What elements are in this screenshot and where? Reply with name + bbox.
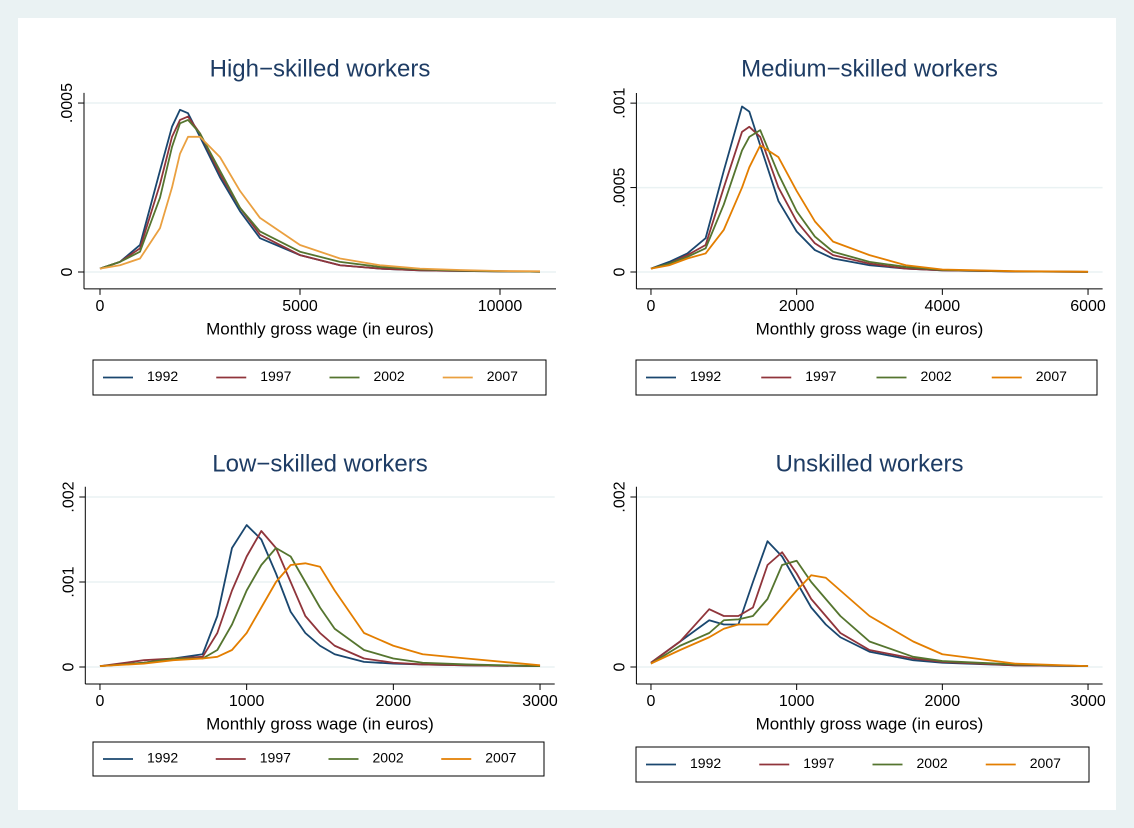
legend-label: 1997 xyxy=(803,755,834,771)
x-tick-label: 2000 xyxy=(925,693,961,710)
y-tick-label: .002 xyxy=(61,481,78,512)
y-tick-label: 0 xyxy=(612,662,629,671)
legend-label: 1992 xyxy=(147,368,178,384)
legend-label: 1997 xyxy=(260,750,291,766)
y-tick-label: 0 xyxy=(59,267,76,276)
x-tick-label: 4000 xyxy=(925,298,961,315)
x-tick-label: 6000 xyxy=(1070,298,1106,315)
series-line xyxy=(650,129,1089,273)
x-tick-label: 5000 xyxy=(282,298,318,315)
x-axis-label: Monthly gross wage (in euros) xyxy=(206,714,434,733)
series-line xyxy=(650,540,1089,668)
y-tick-label: .001 xyxy=(61,566,78,597)
series-line xyxy=(99,530,541,668)
y-tick-label: 0 xyxy=(61,662,78,671)
x-tick-label: 0 xyxy=(96,693,105,710)
chart-title: Medium−skilled workers xyxy=(741,55,998,82)
x-tick-label: 0 xyxy=(647,693,656,710)
x-tick-label: 0 xyxy=(647,298,656,315)
legend-label: 1992 xyxy=(147,750,178,766)
series-line xyxy=(650,551,1089,668)
x-tick-label: 1000 xyxy=(229,693,265,710)
x-tick-label: 3000 xyxy=(522,693,558,710)
legend-label: 1992 xyxy=(690,755,721,771)
chart-title: High−skilled workers xyxy=(210,55,431,82)
x-axis-label: Monthly gross wage (in euros) xyxy=(756,319,984,338)
x-tick-label: 0 xyxy=(96,298,105,315)
legend-label: 2007 xyxy=(1036,368,1067,384)
y-tick-label: .0005 xyxy=(59,83,76,123)
x-axis-label: Monthly gross wage (in euros) xyxy=(206,319,434,338)
series-line xyxy=(650,125,1089,273)
x-axis-label: Monthly gross wage (in euros) xyxy=(756,714,984,733)
y-tick-label: .0005 xyxy=(612,167,629,207)
series-line xyxy=(99,562,541,668)
x-tick-label: 1000 xyxy=(779,693,815,710)
legend-label: 2002 xyxy=(917,755,948,771)
legend-label: 1997 xyxy=(805,368,836,384)
y-tick-label: 0 xyxy=(612,267,629,276)
legend-label: 2002 xyxy=(374,368,405,384)
x-tick-label: 3000 xyxy=(1070,693,1106,710)
y-tick-label: .001 xyxy=(612,87,629,118)
x-tick-label: 2000 xyxy=(779,298,815,315)
legend-label: 2007 xyxy=(487,368,518,384)
plot-region xyxy=(18,18,1116,810)
series-line xyxy=(650,559,1089,668)
legend-label: 1997 xyxy=(260,368,291,384)
y-tick-label: .002 xyxy=(612,481,629,512)
legend-label: 2002 xyxy=(373,750,404,766)
legend-label: 2007 xyxy=(1030,755,1061,771)
series-line xyxy=(99,135,541,273)
legend-label: 2002 xyxy=(921,368,952,384)
series-line xyxy=(650,144,1089,273)
chart-title: Unskilled workers xyxy=(775,450,963,477)
x-tick-label: 2000 xyxy=(376,693,412,710)
legend-label: 1992 xyxy=(690,368,721,384)
series-line xyxy=(650,574,1089,668)
chart-title: Low−skilled workers xyxy=(212,450,427,477)
legend-label: 2007 xyxy=(485,750,516,766)
x-tick-label: 10000 xyxy=(478,298,523,315)
